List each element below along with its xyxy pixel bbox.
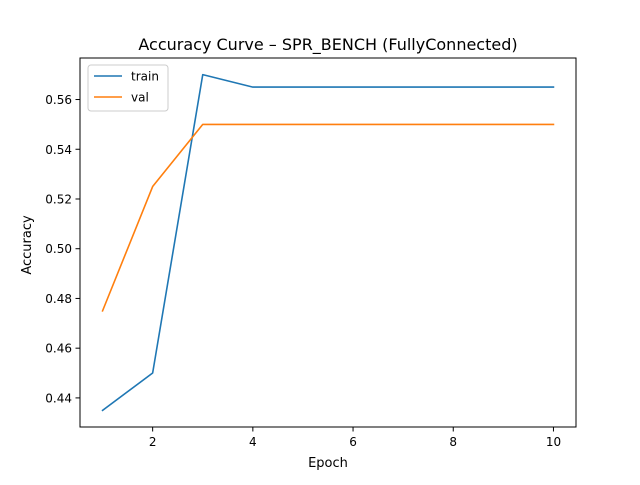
x-axis-label: Epoch — [308, 456, 348, 471]
legend-label-train: train — [131, 70, 159, 84]
series-line-val — [101, 123, 555, 312]
x-tick-label: 6 — [349, 435, 357, 449]
chart-title: Accuracy Curve – SPR_BENCH (FullyConnect… — [138, 35, 517, 55]
x-tick-label: 8 — [449, 435, 457, 449]
axes-frame — [79, 57, 577, 428]
x-tick-label: 4 — [249, 435, 257, 449]
legend: train val — [87, 64, 169, 112]
x-tick-label: 2 — [149, 435, 157, 449]
y-tick-label: 0.54 — [45, 143, 72, 157]
y-tick-label: 0.52 — [45, 192, 72, 206]
legend-label-val: val — [131, 91, 149, 105]
x-tick-label: 10 — [546, 435, 561, 449]
y-tick-label: 0.50 — [45, 242, 72, 256]
y-tick-label: 0.48 — [45, 292, 72, 306]
y-tick-label: 0.44 — [45, 391, 72, 405]
y-tick-label: 0.46 — [45, 342, 72, 356]
y-axis-label: Accuracy — [20, 215, 35, 275]
plot-area: 2 4 6 8 10 0.44 0.46 0.48 0.50 0.52 0.54 0.56 — [45, 57, 577, 449]
series-line-train — [101, 73, 555, 412]
y-tick-label: 0.56 — [45, 93, 72, 107]
